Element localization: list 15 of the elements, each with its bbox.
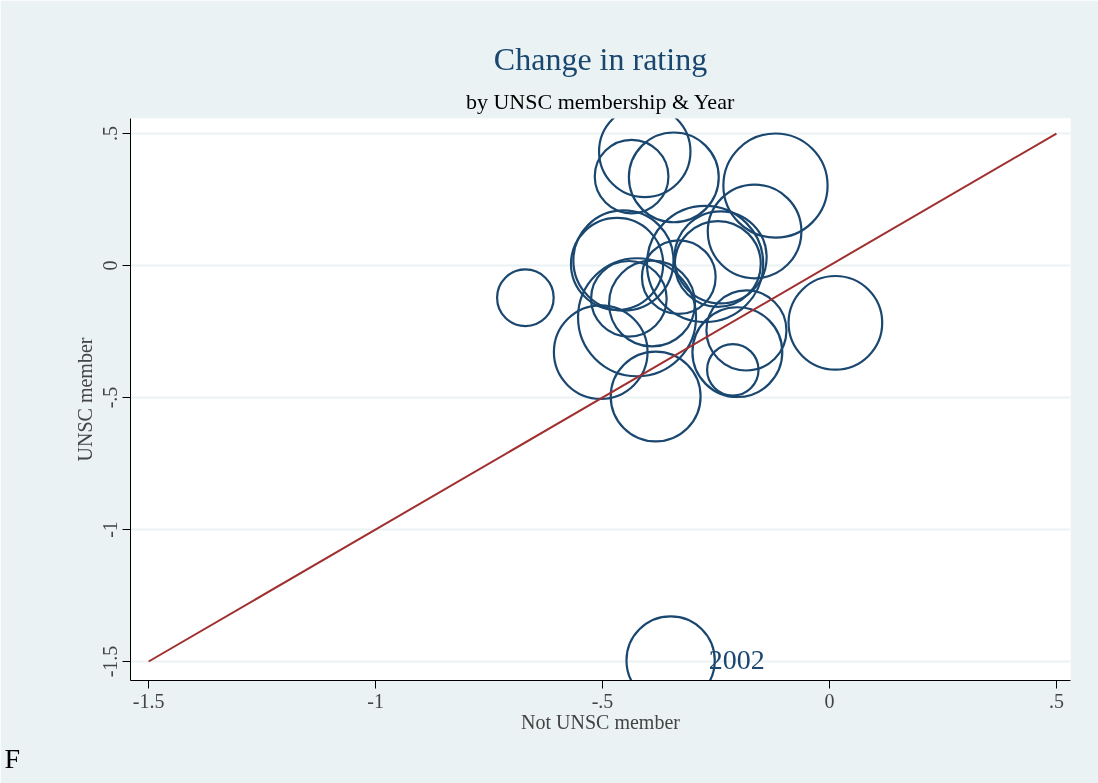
chart-subtitle: by UNSC membership & Year xyxy=(465,88,735,114)
x-axis-title: Not UNSC member xyxy=(521,710,681,733)
x-tick-label: -.5 xyxy=(591,689,614,712)
y-tick-label: -1.5 xyxy=(99,645,122,678)
y-tick-label: 0 xyxy=(99,260,122,271)
x-tick-label: .5 xyxy=(1048,689,1064,712)
y-tick-label: -.5 xyxy=(99,386,122,409)
chart-title: Change in rating xyxy=(493,40,708,77)
x-tick-label: -1 xyxy=(367,689,384,712)
y-tick-label: -1 xyxy=(99,521,122,538)
y-axis-title: UNSC member xyxy=(73,337,96,462)
x-tick-label: 0 xyxy=(824,689,835,712)
text: F xyxy=(4,742,21,774)
y-tick-label: .5 xyxy=(99,126,122,142)
x-tick-label: -1.5 xyxy=(132,689,165,712)
